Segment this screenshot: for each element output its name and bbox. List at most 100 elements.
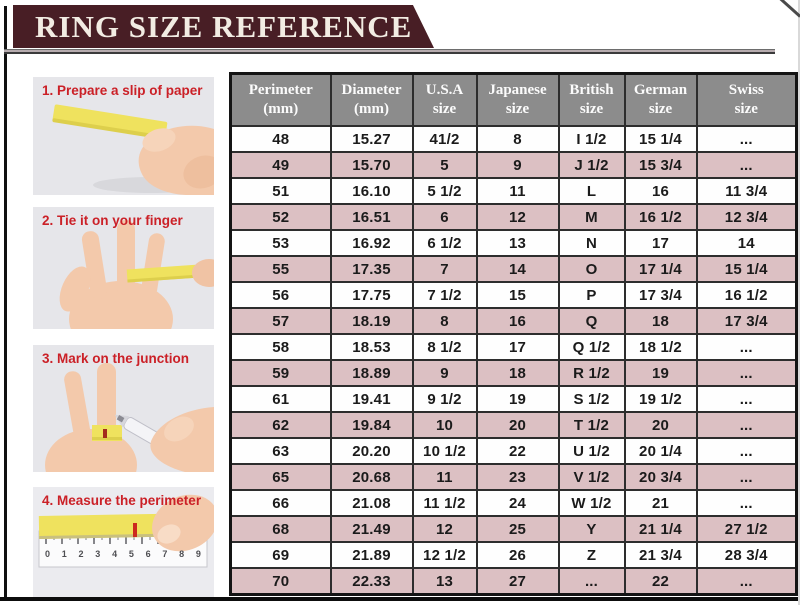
table-cell: 14: [695, 229, 798, 257]
ring-size-table-container: Perimeter (mm) Diameter (mm) U.S.A size Japane…: [229, 72, 798, 596]
table-cell: 61: [229, 385, 332, 413]
measurement-steps: 1. Prepare a slip of paper 2. Tie it on …: [33, 77, 214, 597]
table-cell: 51: [229, 177, 332, 205]
table-row: 48 15.27 41/2 8 I 1/2 15 1/4...: [229, 125, 798, 153]
ring-size-table: Perimeter (mm) Diameter (mm) U.S.A size Japane…: [229, 72, 798, 596]
ruler-number: 7: [162, 549, 168, 559]
table-cell: 28 3/4: [695, 541, 798, 569]
table-cell: 56: [229, 281, 332, 309]
table-cell: 16.92: [329, 229, 414, 257]
table-cell: 20: [623, 411, 698, 439]
table-cell: S 1/2: [557, 385, 626, 413]
table-cell: 6: [411, 203, 478, 231]
page-border-right: [798, 0, 800, 605]
table-row: 56 17.75 7 1/2 15 P 17 3/4 16 1/2: [229, 281, 798, 309]
table-row: 68 21.49 12 25 Y 21 1/4 27 1/2: [229, 515, 798, 543]
table-cell: 15 3/4: [623, 151, 698, 179]
table-cell: ...: [557, 567, 626, 596]
table-cell: T 1/2: [557, 411, 626, 439]
column-header-german: German size: [623, 72, 698, 127]
table-header-row: Perimeter (mm) Diameter (mm) U.S.A size Japane…: [229, 72, 798, 127]
table-cell: 24: [475, 489, 560, 517]
ruler-measuring-paper-strip-illustration: [33, 487, 214, 597]
table-cell: ...: [695, 489, 798, 517]
table-row: 58 18.53 8 1/2 17 Q 1/2 18 1/2...: [229, 333, 798, 361]
title-banner: RING SIZE REFERENCE: [13, 5, 434, 48]
step-2-photo: 2. Tie it on your finger: [33, 207, 214, 329]
table-cell: V 1/2: [557, 463, 626, 491]
table-cell: 59: [229, 359, 332, 387]
ruler-number: 5: [128, 549, 134, 559]
step-1-photo: 1. Prepare a slip of paper: [33, 77, 214, 195]
table-cell: 8: [475, 125, 560, 153]
table-row: 59 18.89 9 18 R 1/2 19...: [229, 359, 798, 387]
table-row: 63 20.20 10 1/2 22 U 1/2 20 1/4...: [229, 437, 798, 465]
ruler-number: 9: [195, 549, 201, 559]
table-cell: 22: [475, 437, 560, 465]
ruler-number: 3: [95, 549, 101, 559]
table-cell: 22: [623, 567, 698, 596]
table-cell: ...: [695, 567, 798, 596]
table-cell: 20 3/4: [623, 463, 698, 491]
table-cell: 58: [229, 333, 332, 361]
table-cell: 9 1/2: [411, 385, 478, 413]
table-cell: 57: [229, 307, 332, 335]
table-cell: Q: [557, 307, 626, 335]
table-cell: 27 1/2: [695, 515, 798, 543]
table-cell: 9: [475, 151, 560, 179]
table-row: 62 19.84 10 20 T 1/2 20...: [229, 411, 798, 439]
table-cell: 10: [411, 411, 478, 439]
table-cell: 6 1/2: [411, 229, 478, 257]
ruler-number: 8: [179, 549, 185, 559]
table-cell: 26: [475, 541, 560, 569]
step-3-photo: 3. Mark on the junction: [33, 345, 214, 472]
table-cell: J 1/2: [557, 151, 626, 179]
table-cell: 62: [229, 411, 332, 439]
table-cell: 15.27: [329, 125, 414, 153]
table-cell: ...: [695, 125, 798, 153]
table-row: 55 17.35 7 14 O 17 1/4 15 1/4: [229, 255, 798, 283]
table-cell: 16.10: [329, 177, 414, 205]
table-cell: 8: [411, 307, 478, 335]
table-cell: Q 1/2: [557, 333, 626, 361]
table-cell: 20: [475, 411, 560, 439]
table-cell: 12 1/2: [411, 541, 478, 569]
pen-marking-paper-ring-illustration: [45, 363, 214, 472]
table-cell: 16: [623, 177, 698, 205]
table-cell: 16 1/2: [695, 281, 798, 309]
table-cell: 69: [229, 541, 332, 569]
table-cell: ...: [695, 333, 798, 361]
table-cell: 18 1/2: [623, 333, 698, 361]
table-cell: I 1/2: [557, 125, 626, 153]
step-3-caption: 3. Mark on the junction: [42, 351, 190, 366]
table-row: 69 21.89 12 1/2 26 Z 21 3/4 28 3/4: [229, 541, 798, 569]
table-cell: 18.19: [329, 307, 414, 335]
table-cell: 52: [229, 203, 332, 231]
table-cell: 17.35: [329, 255, 414, 283]
page-title: RING SIZE REFERENCE: [35, 8, 413, 44]
table-cell: O: [557, 255, 626, 283]
table-cell: 48: [229, 125, 332, 153]
step-4-caption: 4. Measure the perimeter: [42, 493, 202, 508]
table-cell: ...: [695, 385, 798, 413]
table-row: 66 21.08 11 1/2 24 W 1/2 21...: [229, 489, 798, 517]
table-row: 51 16.10 5 1/2 11 L 16 11 3/4: [229, 177, 798, 205]
table-cell: L: [557, 177, 626, 205]
table-cell: 20 1/4: [623, 437, 698, 465]
table-cell: ...: [695, 151, 798, 179]
column-header-perimeter: Perimeter (mm): [229, 72, 332, 127]
table-cell: 20.20: [329, 437, 414, 465]
table-cell: 5: [411, 151, 478, 179]
table-cell: 19: [475, 385, 560, 413]
table-cell: 19.84: [329, 411, 414, 439]
table-cell: Y: [557, 515, 626, 543]
table-cell: 22.33: [329, 567, 414, 596]
table-cell: R 1/2: [557, 359, 626, 387]
table-cell: 23: [475, 463, 560, 491]
table-cell: 16 1/2: [623, 203, 698, 231]
ruler-number: 4: [112, 549, 118, 559]
table-cell: 27: [475, 567, 560, 596]
table-cell: 18.53: [329, 333, 414, 361]
table-cell: 25: [475, 515, 560, 543]
